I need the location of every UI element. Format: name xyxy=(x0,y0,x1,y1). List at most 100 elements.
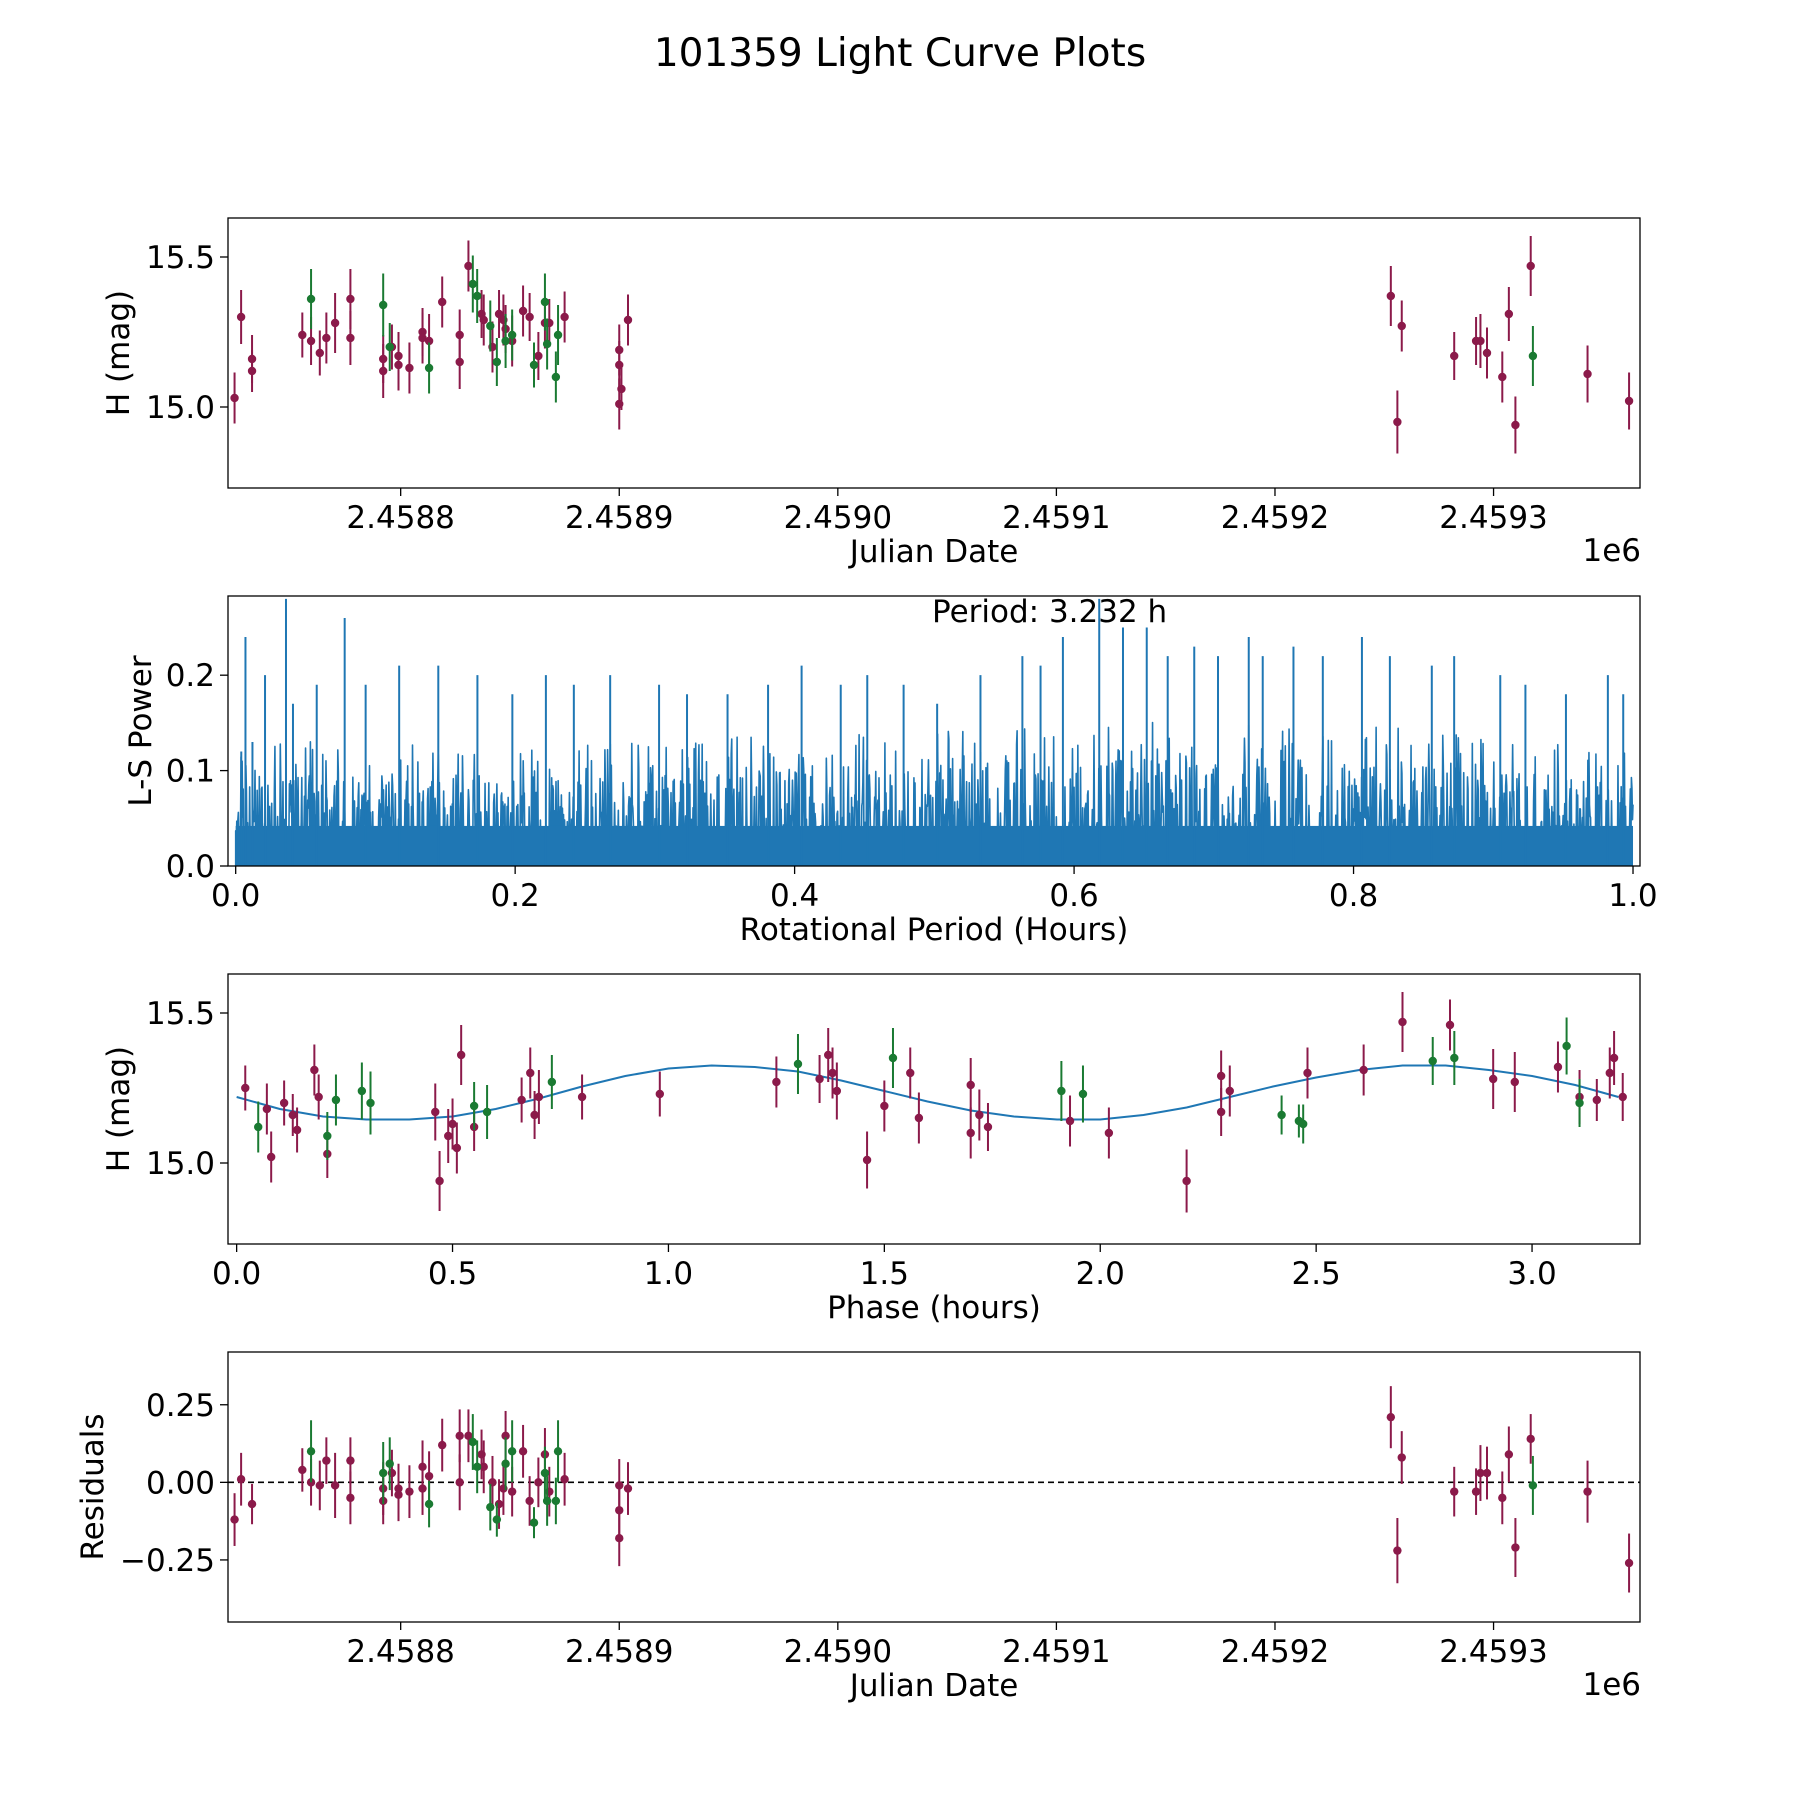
x-tick-label: 2.4590 xyxy=(784,1634,892,1670)
green-data-point xyxy=(492,357,502,367)
maroon-data-point xyxy=(1583,369,1592,379)
maroon-data-point xyxy=(394,360,403,370)
residuals-xlabel: Julian Date xyxy=(848,1668,1019,1704)
maroon-data-point xyxy=(292,1125,302,1135)
x-tick-label: 0.4 xyxy=(770,878,819,914)
panel-phased: 0.0 0.5 1.0 1.5 2.0 2.5 3.0 15.0 15.5 Phase (hou… xyxy=(101,973,1641,1326)
green-data-point xyxy=(492,1515,502,1524)
maroon-data-point xyxy=(431,1107,440,1117)
maroon-data-point xyxy=(1216,1071,1226,1081)
maroon-data-point xyxy=(455,330,464,340)
green-data-point xyxy=(468,279,478,289)
maroon-data-point xyxy=(314,1092,323,1102)
maroon-data-point xyxy=(518,1447,528,1456)
green-data-point xyxy=(540,1468,550,1478)
maroon-data-point xyxy=(1225,1086,1234,1096)
maroon-data-point xyxy=(1104,1128,1114,1138)
green-data-point xyxy=(1450,1053,1459,1063)
green-data-point xyxy=(529,360,539,370)
maroon-data-point xyxy=(315,1481,325,1490)
green-data-point xyxy=(331,1095,341,1105)
periodogram-plot-area xyxy=(234,598,1634,866)
green-data-point xyxy=(469,1101,479,1111)
phased-axes: 0.0 0.5 1.0 1.5 2.0 2.5 3.0 15.0 15.5 xyxy=(146,996,1557,1292)
periodogram-ylabel: L-S Power xyxy=(123,655,159,806)
maroon-data-point xyxy=(479,315,488,325)
maroon-data-point xyxy=(501,1431,510,1440)
maroon-data-point xyxy=(444,1131,453,1141)
x-tick-label: 2.4593 xyxy=(1439,1634,1547,1670)
x-tick-label: 2.4592 xyxy=(1221,1634,1329,1670)
maroon-data-point xyxy=(346,333,355,343)
maroon-data-point xyxy=(438,297,447,307)
maroon-data-point xyxy=(1504,309,1514,319)
y-tick-label: 0.2 xyxy=(166,658,215,694)
green-data-point xyxy=(1298,1119,1308,1129)
maroon-data-point xyxy=(346,1493,355,1503)
maroon-data-point xyxy=(525,1496,534,1506)
maroon-data-point xyxy=(322,1456,331,1465)
maroon-data-point xyxy=(262,1104,272,1114)
maroon-data-point xyxy=(617,384,626,394)
maroon-data-point xyxy=(526,1068,535,1078)
maroon-data-point xyxy=(298,1465,307,1475)
green-data-point xyxy=(888,1053,898,1063)
green-data-point xyxy=(323,1131,332,1141)
maroon-data-point xyxy=(236,1475,246,1484)
maroon-data-point xyxy=(435,1176,444,1186)
green-data-point xyxy=(553,330,563,340)
maroon-data-point xyxy=(1393,1546,1402,1555)
green-data-point xyxy=(472,291,482,301)
lightcurve-ylabel: H (mag) xyxy=(101,290,137,416)
maroon-data-point xyxy=(1397,321,1406,331)
green-data-point xyxy=(542,339,552,349)
maroon-data-point xyxy=(1624,1558,1634,1568)
maroon-data-point xyxy=(975,1110,984,1120)
y-tick-label: −0.25 xyxy=(120,1543,215,1579)
periodogram-noise-floor xyxy=(235,825,1634,866)
green-data-point xyxy=(529,1518,539,1527)
x-tick-label: 0.0 xyxy=(212,1256,261,1292)
maroon-data-point xyxy=(615,360,624,370)
y-tick-label: 0.00 xyxy=(146,1465,215,1501)
green-data-point xyxy=(501,336,510,346)
green-data-point xyxy=(424,363,434,373)
maroon-data-point xyxy=(418,333,427,343)
x-tick-label: 2.4590 xyxy=(784,500,892,536)
phased-fit-curve xyxy=(236,1064,1619,1121)
maroon-data-point xyxy=(534,1092,544,1102)
maroon-data-point xyxy=(1397,1453,1406,1462)
green-data-point xyxy=(1562,1041,1571,1051)
maroon-data-point xyxy=(880,1101,889,1111)
green-data-point xyxy=(482,1107,492,1117)
residuals-ylabel: Residuals xyxy=(75,1413,111,1560)
maroon-data-point xyxy=(455,1431,464,1440)
x-tick-label: 0.0 xyxy=(211,878,260,914)
maroon-data-point xyxy=(230,1515,239,1524)
x-tick-label: 3.0 xyxy=(1507,1256,1556,1292)
maroon-data-point xyxy=(247,366,257,376)
y-tick-label: 0.1 xyxy=(166,754,215,790)
maroon-data-point xyxy=(1504,1450,1514,1459)
x-tick-label: 2.4588 xyxy=(346,1634,454,1670)
maroon-data-point xyxy=(1526,261,1535,271)
maroon-data-point xyxy=(455,357,464,367)
residuals-plot-area xyxy=(228,1386,1640,1593)
maroon-data-point xyxy=(1592,1095,1602,1105)
maroon-data-point xyxy=(424,1471,434,1481)
maroon-data-point xyxy=(330,1481,340,1490)
maroon-data-point xyxy=(518,306,528,316)
maroon-data-point xyxy=(322,333,331,343)
maroon-data-point xyxy=(330,318,340,328)
green-data-point xyxy=(468,1437,478,1447)
panel-residuals: 2.4588 2.4589 2.4590 2.4591 2.4592 2.4593 0.25… xyxy=(75,1351,1641,1704)
green-data-point xyxy=(306,1447,316,1456)
maroon-data-point xyxy=(1482,348,1492,358)
maroon-data-point xyxy=(230,393,239,403)
maroon-data-point xyxy=(655,1089,665,1099)
maroon-data-point xyxy=(394,1490,403,1499)
green-data-point xyxy=(1428,1056,1437,1066)
maroon-data-point xyxy=(464,261,473,271)
y-tick-label: 15.5 xyxy=(146,996,215,1032)
